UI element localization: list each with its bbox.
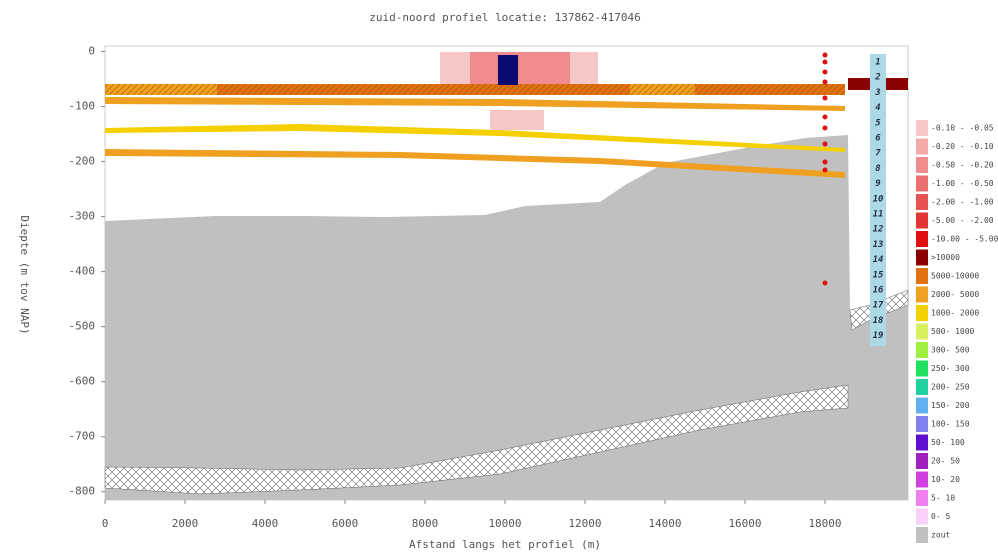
anomaly [470,52,570,84]
legend-label: 20- 50 [931,457,960,466]
layer-label: 8 [875,164,880,174]
legend-label: 500- 1000 [931,327,975,336]
x-axis-label: Afstand langs het profiel (m) [409,538,601,551]
x-tick-label: 16000 [728,517,761,530]
layer-label: 12 [873,225,884,235]
legend-label: -0.20 - -0.10 [931,142,994,151]
legend-swatch [916,120,928,136]
legend-label: -2.00 - -1.00 [931,198,994,207]
legend-label: 0- 5 [931,512,950,521]
x-tick-label: 4000 [252,517,279,530]
legend-swatch [916,397,928,414]
x-tick-label: 2000 [172,517,199,530]
y-tick-label: -600 [69,375,96,388]
layer-label: 7 [875,149,881,159]
layer-label: 14 [873,255,884,265]
hatched-zone [104,384,849,495]
legend-label: 50- 100 [931,438,965,447]
legend-swatch [916,471,928,488]
legend-label: zout [931,531,950,540]
layer-label: 19 [873,331,884,341]
x-tick-label: 0 [102,517,109,530]
legend-swatch [916,249,928,266]
legend-label: 150- 200 [931,401,970,410]
legend-swatch [916,527,928,543]
layer-label: 10 [873,194,884,204]
layer-label: 18 [873,316,884,326]
y-tick-label: -500 [69,320,96,333]
legend-label: -0.50 - -0.20 [931,161,994,170]
legend-label: -0.10 - -0.05 [931,124,994,133]
legend-swatch [916,175,928,192]
y-tick-label: -200 [69,155,96,168]
legend-swatch [916,212,928,229]
legend-label: -10.00 - -5.00 [931,235,998,244]
legend-label: -5.00 - -2.00 [931,216,994,225]
layer-label: 16 [873,286,884,296]
y-tick-label: -700 [69,430,96,443]
legend-label: -1.00 - -0.50 [931,179,994,188]
legend-swatch [916,360,928,377]
legend-swatch [916,286,928,303]
layer-label: 17 [873,301,884,311]
legend-label: 5- 10 [931,494,955,503]
x-tick-label: 18000 [808,517,841,530]
y-axis-label: Diepte (m tov NAP) [18,215,31,334]
legend-swatch [916,231,928,247]
legend-label: 300- 500 [931,346,970,355]
x-tick-label: 8000 [412,517,439,530]
x-tick-label: 12000 [568,517,601,530]
legend-label: 1000- 2000 [931,309,979,318]
legend-swatch [916,379,928,395]
legend-label: 250- 300 [931,364,970,373]
legend-swatch [916,416,928,432]
x-tick-label: 14000 [648,517,681,530]
legend-swatch [916,194,928,210]
legend-swatch [916,268,928,284]
legend-swatch [916,490,928,506]
y-tick-label: -300 [69,210,96,223]
layer-label: 5 [875,118,881,128]
legend-label: 5000-10000 [931,272,979,281]
layer-label: 1 [875,58,880,68]
layer-band [105,97,845,111]
legend-swatch [916,138,928,155]
layer-column [870,54,886,346]
legend-swatch [916,323,928,340]
legend-swatch [916,157,928,173]
layer-label: 2 [874,73,880,83]
x-tick-label: 6000 [332,517,359,530]
y-tick-label: 0 [88,45,95,58]
layer-label: 6 [875,134,881,144]
legend-label: >10000 [931,253,960,262]
layer-label: 15 [873,270,884,280]
x-tick-label: 10000 [488,517,521,530]
legend-label: 100- 150 [931,420,970,429]
section-drawing [104,45,909,501]
layer-label: 9 [875,179,880,189]
y-tick-label: -100 [69,100,96,113]
y-tick-label: -800 [69,485,96,498]
legend-swatch [916,434,928,451]
anomaly [490,110,544,130]
layer-label: 3 [874,88,880,98]
anomaly [498,55,518,85]
layer-band [105,84,845,95]
legend-swatch [916,342,928,358]
legend-swatch [916,508,928,525]
y-tick-label: -400 [69,265,96,278]
legend-label: 2000- 5000 [931,290,979,299]
layer-band [105,149,845,178]
legend-swatch [916,453,928,469]
chart-title: zuid-noord profiel locatie: 137862-41704… [369,11,641,24]
layer-band [105,124,845,152]
legend-label: 10- 20 [931,475,960,484]
layer-label: 4 [875,103,880,113]
legend-label: 200- 250 [931,383,970,392]
legend-swatch [916,305,928,321]
layer-label: 11 [873,210,884,220]
well-markers [822,52,828,286]
layer-label: 13 [873,240,884,250]
